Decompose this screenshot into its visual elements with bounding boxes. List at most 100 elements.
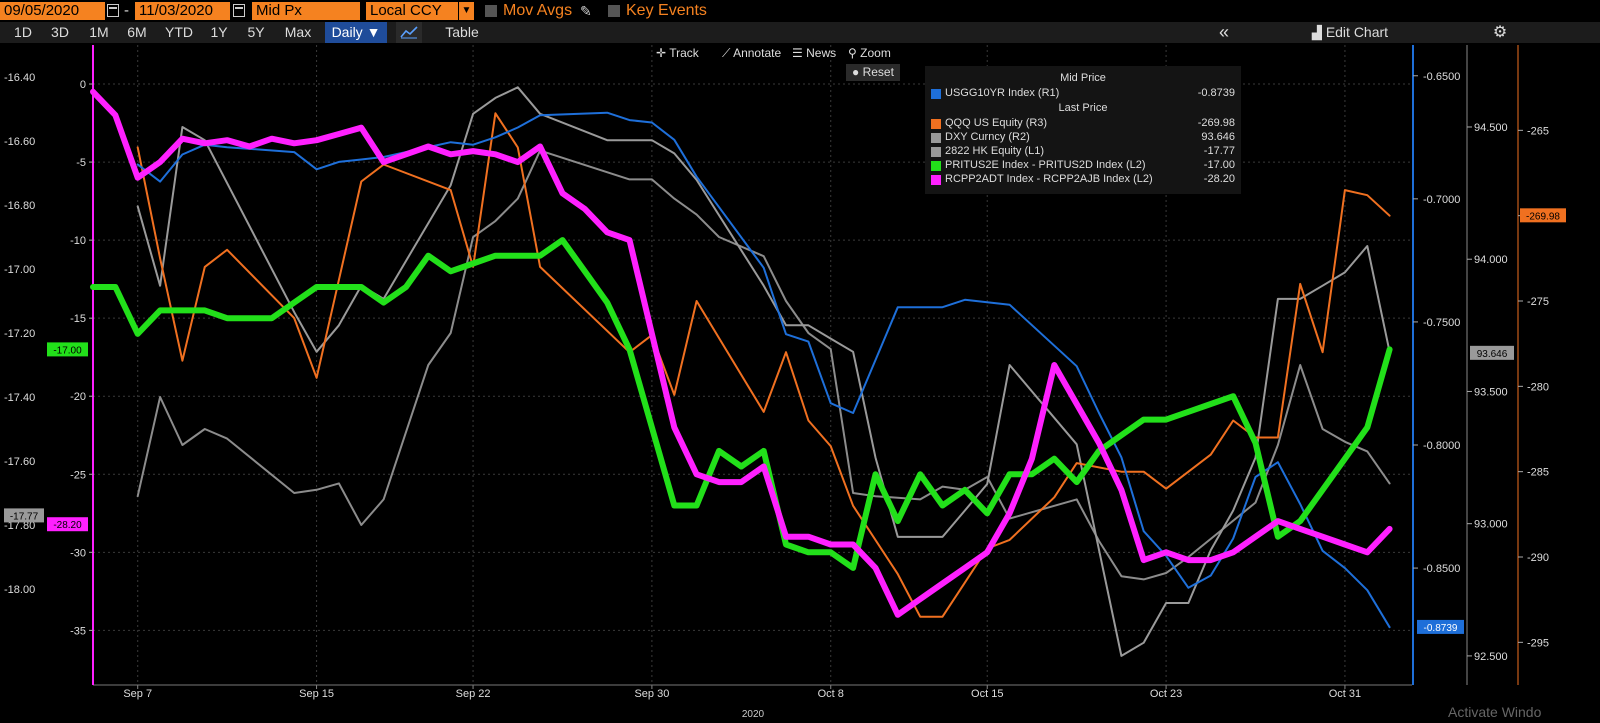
y-tick-label-r2: 93.000 — [1474, 519, 1508, 531]
edit-chart-button[interactable]: ▟ Edit Chart — [1290, 22, 1410, 43]
table-button[interactable]: Table — [445, 24, 479, 40]
x-tick-label: Oct 31 — [1329, 688, 1361, 700]
legend-series-name: DXY Curncy (R2) — [945, 131, 1030, 143]
period-button-1m[interactable]: 1M — [89, 24, 109, 40]
legend-series-value: -17.77 — [1203, 145, 1235, 157]
y-tick-label-r2: 94.000 — [1474, 254, 1508, 266]
track-label: Track — [669, 46, 699, 60]
reset-button[interactable]: ● Reset — [846, 64, 900, 81]
legend-series-value: -0.8739 — [1197, 87, 1235, 99]
collapse-icon[interactable]: « — [1218, 22, 1229, 42]
period-button-ytd[interactable]: YTD — [165, 24, 193, 40]
legend-swatch — [931, 89, 941, 99]
edit-chart-label: Edit Chart — [1325, 24, 1389, 40]
activate-windows-watermark: Activate Windo — [1448, 704, 1542, 720]
legend-series-name: USGG10YR Index (R1) — [945, 87, 1060, 99]
current-value-label: 93.646 — [1477, 349, 1508, 360]
current-value-label: -17.00 — [53, 345, 82, 356]
period-button-max[interactable]: Max — [284, 24, 312, 40]
legend-series-value: -28.20 — [1203, 173, 1235, 185]
reset-label: Reset — [862, 65, 894, 79]
legend-series-value: 93.646 — [1201, 131, 1235, 143]
x-tick-label: Oct 8 — [818, 688, 844, 700]
y-tick-label-l1: -17.40 — [4, 392, 35, 404]
current-value-label: -17.77 — [10, 511, 39, 522]
end-date-field[interactable]: 11/03/2020 — [135, 2, 230, 20]
legend-series-value: -17.00 — [1203, 159, 1235, 171]
legend-item[interactable]: 2822 HK Equity (L1) -17.77 — [931, 145, 1235, 159]
period-button-1d[interactable]: 1D — [14, 24, 32, 40]
y-tick-label-r1: -0.7000 — [1423, 194, 1460, 206]
y-tick-label-r1: -0.6500 — [1423, 71, 1460, 83]
y-tick-label-l2: -25 — [70, 469, 86, 481]
annotate-tool[interactable]: ⟋ Annotate — [722, 44, 781, 62]
legend-swatch — [931, 161, 941, 171]
legend-item[interactable]: PRITUS2E Index - PRITUS2D Index (L2) -17.… — [931, 159, 1235, 173]
legend-swatch — [931, 119, 941, 129]
currency-select[interactable]: Local CCY — [366, 2, 458, 20]
series-line-2 — [136, 112, 1391, 618]
y-tick-label-l1: -17.00 — [4, 264, 35, 276]
calendar-icon[interactable] — [107, 4, 119, 17]
y-tick-label-r3: -265 — [1527, 125, 1549, 137]
legend-series-name: 2822 HK Equity (L1) — [945, 145, 1045, 157]
legend-swatch — [931, 147, 941, 157]
current-value-tag — [4, 508, 44, 523]
period-button-6m[interactable]: 6M — [127, 24, 147, 40]
start-date-field[interactable]: 09/05/2020 — [0, 2, 105, 20]
legend-last-header: Last Price — [1058, 102, 1108, 114]
y-tick-label-r1: -0.8000 — [1423, 440, 1460, 452]
reset-icon: ● — [852, 65, 860, 79]
key-events-label[interactable]: Key Events — [626, 2, 707, 19]
current-value-tag — [1520, 208, 1566, 223]
series-line-0 — [136, 149, 1391, 581]
frequency-select[interactable]: Daily ▼ — [325, 22, 387, 43]
news-tool[interactable]: ☰ News — [792, 44, 836, 62]
top-toolbar: 09/05/2020 - 11/03/2020 Mid Px Local CCY… — [0, 0, 1600, 22]
series-lines — [90, 86, 1393, 657]
price-field-select[interactable]: Mid Px — [252, 2, 360, 20]
y-tick-label-l1: -17.60 — [4, 456, 35, 468]
legend-swatch — [931, 133, 941, 143]
period-button-1y[interactable]: 1Y — [210, 24, 228, 40]
y-tick-label-l1: -17.80 — [4, 520, 35, 532]
current-value-label: -28.20 — [53, 520, 82, 531]
legend-item[interactable]: RCPP2ADT Index - RCPP2AJB Index (L2) -28.… — [931, 173, 1235, 187]
gear-icon[interactable]: ⚙ — [1492, 24, 1508, 41]
legend-mid-header: Mid Price — [1060, 72, 1106, 84]
period-button-3d[interactable]: 3D — [51, 24, 69, 40]
y-tick-label-r1: -0.7500 — [1423, 317, 1460, 329]
legend-item[interactable]: DXY Curncy (R2) 93.646 — [931, 131, 1235, 145]
legend-item[interactable]: QQQ US Equity (R3) -269.98 — [931, 117, 1235, 131]
series-line-4 — [90, 237, 1393, 571]
mov-avgs-label[interactable]: Mov Avgs — [503, 2, 573, 19]
chevron-down-icon[interactable]: ▼ — [458, 2, 474, 20]
zoom-tool[interactable]: ⚲ Zoom — [848, 44, 891, 62]
news-label: News — [806, 46, 837, 60]
y-tick-label-l2: 0 — [80, 79, 86, 91]
y-tick-label-r3: -285 — [1527, 467, 1549, 479]
key-events-checkbox[interactable] — [608, 5, 620, 17]
legend-series-value: -269.98 — [1197, 117, 1235, 129]
y-tick-label-l2: -20 — [70, 391, 86, 403]
current-value-tag — [47, 342, 88, 357]
x-tick-label: Sep 30 — [634, 688, 669, 700]
line-chart-icon[interactable] — [396, 22, 422, 43]
mov-avgs-checkbox[interactable] — [485, 5, 497, 17]
legend-item[interactable]: USGG10YR Index (R1) -0.8739 — [931, 87, 1235, 101]
chart-edit-icon: ▟ — [1311, 25, 1322, 40]
crosshair-icon: ✛ — [656, 46, 667, 60]
track-tool[interactable]: ✛ Track — [656, 44, 699, 62]
y-tick-label-r2: 94.500 — [1474, 122, 1508, 134]
y-tick-label-r3: -295 — [1527, 637, 1549, 649]
search-icon: ⚲ — [848, 46, 857, 60]
zoom-label: Zoom — [860, 46, 891, 60]
annotate-label: Annotate — [733, 46, 782, 60]
y-tick-label-l1: -18.00 — [4, 584, 35, 596]
calendar-icon[interactable] — [233, 4, 245, 17]
period-button-5y[interactable]: 5Y — [247, 24, 265, 40]
y-tick-label-l1: -16.60 — [4, 136, 35, 148]
y-tick-label-r1: -0.8500 — [1423, 563, 1460, 575]
pencil-icon[interactable]: ✎ — [580, 3, 592, 19]
